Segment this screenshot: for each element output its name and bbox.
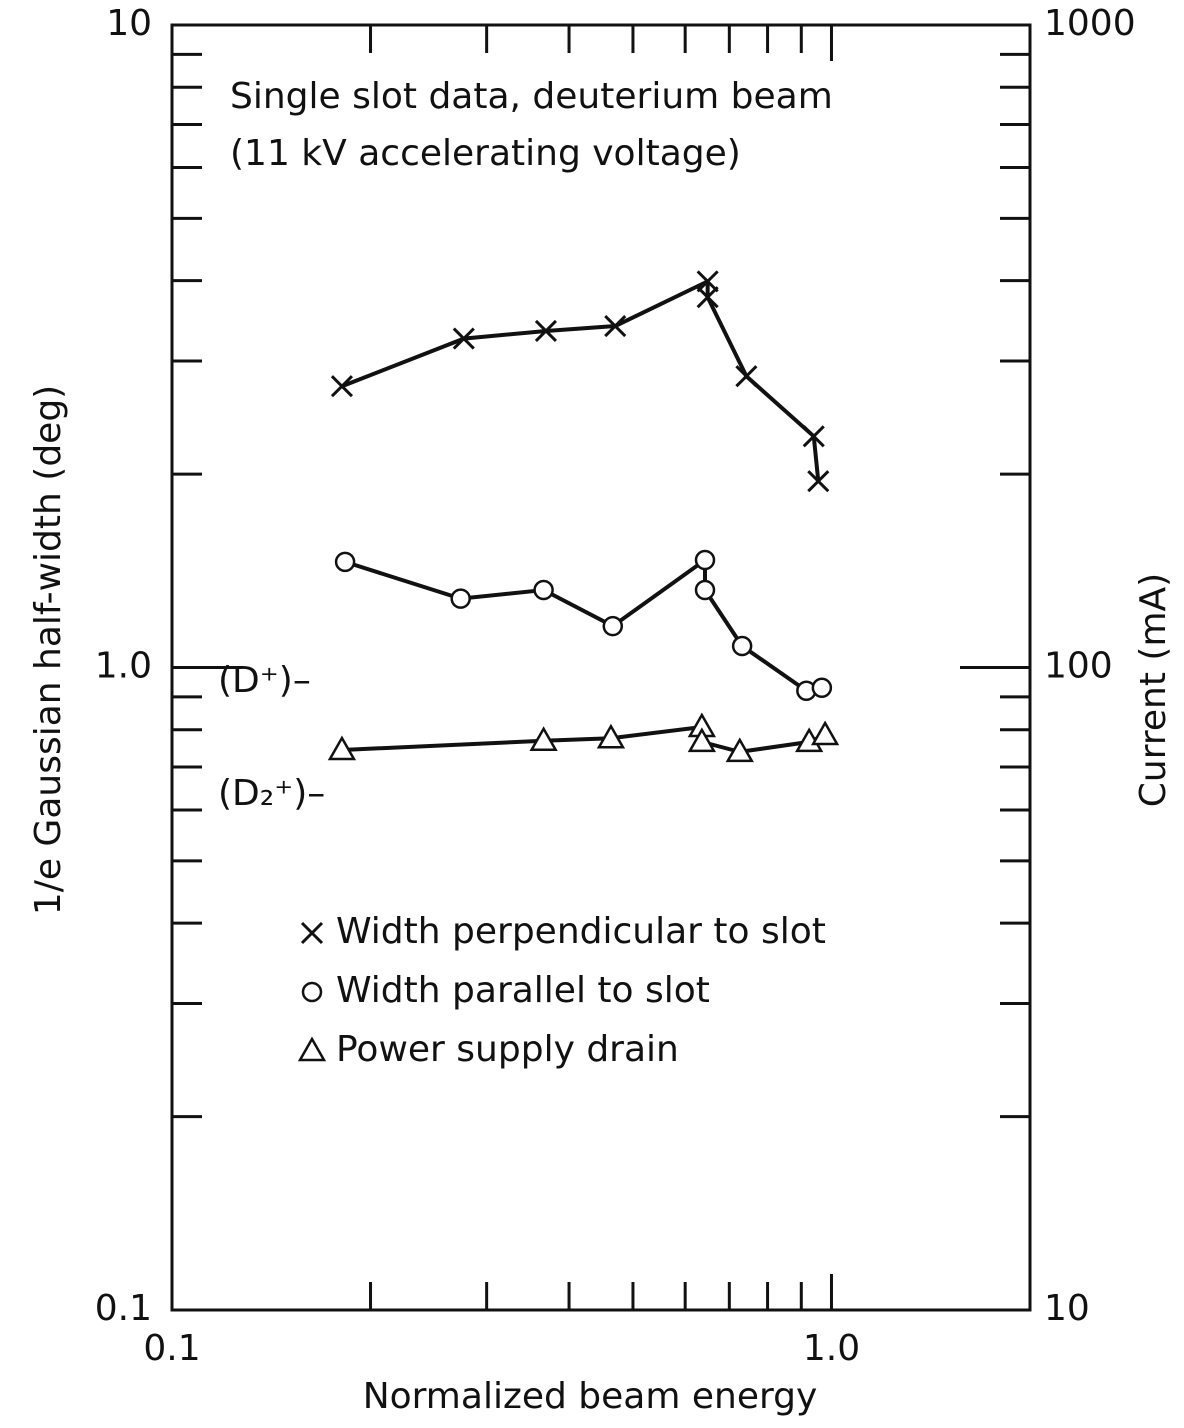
marker-cross bbox=[534, 319, 558, 343]
marker-circle bbox=[602, 615, 624, 637]
x-axis-label: Normalized beam energy bbox=[363, 1376, 818, 1417]
marker-triangle bbox=[297, 1036, 327, 1062]
y2-tick-label: 1000 bbox=[1044, 3, 1136, 44]
y-tick-label: 1.0 bbox=[95, 646, 152, 687]
marker-circle bbox=[334, 551, 356, 573]
y2-tick-label: 100 bbox=[1044, 646, 1113, 687]
marker-cross bbox=[696, 286, 719, 309]
marker-cross bbox=[330, 375, 353, 398]
marker-triangle bbox=[596, 723, 626, 749]
annotation: (11 kV accelerating voltage) bbox=[230, 133, 741, 174]
y2-axis-label: Current (mA) bbox=[1133, 573, 1174, 807]
series-line bbox=[341, 724, 826, 754]
legend-label: Width parallel to slot bbox=[336, 970, 710, 1011]
legend-label: Power supply drain bbox=[336, 1029, 679, 1070]
marker-triangle bbox=[687, 727, 717, 753]
annotation: Single slot data, deuterium beam bbox=[230, 76, 833, 117]
marker-circle bbox=[694, 549, 716, 571]
marker-cross bbox=[807, 470, 830, 493]
marker-cross bbox=[696, 270, 719, 293]
marker-circle bbox=[731, 635, 753, 657]
marker-triangle bbox=[529, 726, 558, 752]
marker-circle bbox=[694, 579, 716, 601]
marker-triangle bbox=[725, 737, 754, 763]
marker-cross bbox=[735, 365, 758, 388]
marker-cross bbox=[802, 425, 825, 448]
y-tick-label: 10 bbox=[106, 3, 152, 44]
x-tick-label: 1.0 bbox=[803, 1328, 860, 1369]
marker-cross bbox=[452, 327, 475, 350]
series-line bbox=[344, 556, 823, 693]
marker-circle bbox=[301, 981, 323, 1003]
annotation: (D₂⁺)– bbox=[218, 773, 325, 814]
series-line bbox=[341, 278, 821, 482]
y-tick-label: 0.1 bbox=[95, 1288, 152, 1329]
marker-circle bbox=[533, 579, 554, 601]
marker-cross bbox=[300, 921, 324, 945]
marker-triangle bbox=[327, 735, 357, 761]
y-axis-label: 1/e Gaussian half-width (deg) bbox=[28, 385, 69, 915]
x-tick-label: 0.1 bbox=[143, 1328, 200, 1369]
marker-circle bbox=[811, 677, 833, 698]
marker-circle bbox=[450, 588, 471, 609]
marker-cross bbox=[604, 314, 627, 338]
legend-label: Width perpendicular to slot bbox=[336, 911, 826, 952]
marker-triangle bbox=[810, 720, 840, 746]
y2-tick-label: 10 bbox=[1044, 1288, 1090, 1329]
